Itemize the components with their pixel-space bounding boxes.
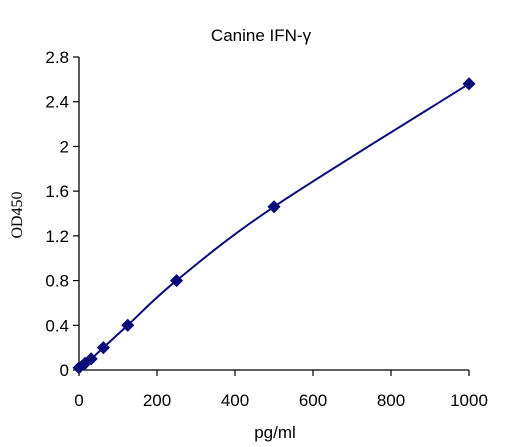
- x-tick-label: 400: [221, 391, 249, 410]
- x-tick-label: 600: [299, 391, 327, 410]
- chart-title: Canine IFN-γ: [211, 26, 312, 45]
- y-axis-label: OD450: [9, 191, 26, 238]
- x-axis-label: pg/ml: [254, 423, 296, 442]
- y-tick-label: 1.2: [45, 227, 69, 246]
- y-tick-label: 2.8: [45, 48, 69, 67]
- data-point: [96, 341, 110, 355]
- data-point: [462, 77, 476, 91]
- series-points-layer: [72, 77, 476, 375]
- x-tick-label: 800: [377, 391, 405, 410]
- y-tick-label: 2: [60, 137, 69, 156]
- y-tick-label: 1.6: [45, 182, 69, 201]
- y-tick-label: 0.4: [45, 316, 69, 335]
- data-point: [169, 274, 184, 288]
- series-line: [78, 82, 470, 369]
- x-tick-label: 200: [143, 391, 171, 410]
- y-tick-label: 0.8: [45, 272, 69, 291]
- x-tick-label: 1000: [450, 391, 488, 410]
- series-curve-layer: [78, 82, 470, 369]
- data-point: [121, 318, 135, 332]
- axes: 0 0.4 0.8 1.2 1.6 2 2.4 2.8 0 200 400 600 800 1000: [45, 48, 488, 410]
- x-tick-label: 0: [74, 391, 83, 410]
- data-point: [84, 352, 98, 366]
- data-point: [267, 200, 281, 214]
- y-tick-label: 0: [60, 361, 69, 380]
- y-tick-label: 2.4: [45, 93, 69, 112]
